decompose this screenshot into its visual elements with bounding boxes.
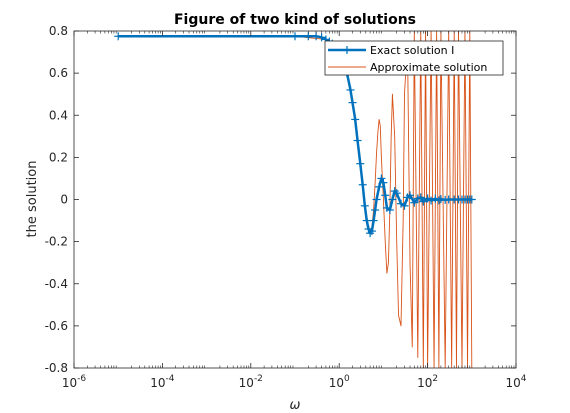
data-point xyxy=(346,85,355,94)
data-point xyxy=(392,189,401,198)
legend: Exact solution I Approximate solution xyxy=(324,40,504,76)
x-tick-label: 102 xyxy=(417,374,438,390)
data-point xyxy=(406,191,415,200)
data-point xyxy=(291,32,299,41)
data-point xyxy=(356,159,365,168)
data-point xyxy=(379,178,388,187)
data-point xyxy=(467,195,476,204)
x-tick-label: 100 xyxy=(329,374,350,390)
data-point xyxy=(312,32,321,41)
data-point xyxy=(304,32,313,41)
y-tick-label: -0.2 xyxy=(45,235,68,249)
y-tick-label: 0.4 xyxy=(49,108,68,122)
data-point xyxy=(317,33,326,42)
data-point xyxy=(381,191,390,200)
legend-marker-plus xyxy=(343,46,351,54)
y-tick-label: -0.8 xyxy=(45,361,68,375)
data-point xyxy=(353,136,362,145)
ticks-layer: 10-6 10-4 10-2 100 102 104 -0.8 -0.6 -0.4 -0.2 0 0.… xyxy=(45,24,527,390)
data-point xyxy=(436,195,445,204)
y-tick-label: 0 xyxy=(60,193,68,207)
data-point xyxy=(358,180,367,189)
data-point xyxy=(375,182,384,191)
data-point xyxy=(114,32,123,41)
data-point xyxy=(367,227,376,236)
legend-label-approx: Approximate solution xyxy=(370,61,487,74)
data-point xyxy=(385,206,394,215)
data-point xyxy=(351,115,360,124)
y-tick-label: -0.4 xyxy=(45,277,68,291)
y-tick-label: 0.2 xyxy=(49,150,68,164)
data-point xyxy=(410,198,419,207)
y-tick-label: 0.6 xyxy=(49,66,68,80)
data-point xyxy=(371,206,380,215)
data-point xyxy=(372,195,381,204)
y-tick-label: -0.6 xyxy=(45,319,68,333)
legend-label-exact: Exact solution I xyxy=(370,44,454,57)
data-point xyxy=(416,193,425,202)
data-point xyxy=(427,196,436,205)
data-point xyxy=(360,201,369,210)
y-tick-label: 0.8 xyxy=(49,24,68,38)
data-point xyxy=(369,216,378,225)
x-tick-label: 104 xyxy=(505,374,526,390)
data-point xyxy=(419,197,428,206)
data-point xyxy=(388,195,397,204)
data-point xyxy=(362,216,371,225)
data-point xyxy=(377,174,386,183)
y-axis-label: the solution xyxy=(25,161,40,238)
data-point xyxy=(348,98,357,107)
x-tick-label: 10-4 xyxy=(150,374,175,390)
x-axis-label: ω xyxy=(290,398,301,413)
x-tick-label: 10-2 xyxy=(239,374,263,390)
x-tick-label: 10-6 xyxy=(62,374,87,390)
data-point xyxy=(400,201,409,210)
chart-title: Figure of two kind of solutions xyxy=(174,12,416,28)
legend-box xyxy=(324,40,504,76)
